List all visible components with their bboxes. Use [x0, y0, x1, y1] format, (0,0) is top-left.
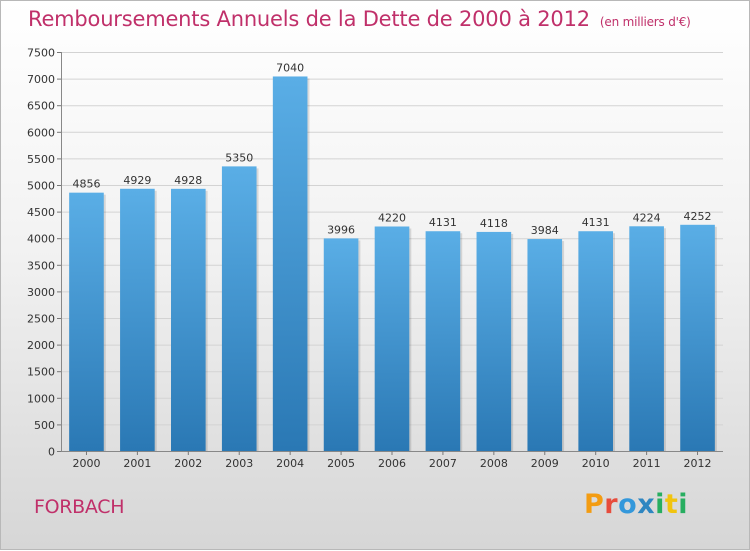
proxiti-logo[interactable]: Proxiti — [584, 489, 688, 520]
city-name: FORBACH — [34, 496, 125, 518]
x-tick-label: 2012 — [684, 457, 712, 470]
x-tick-label: 2006 — [378, 457, 406, 470]
logo-letter: o — [618, 489, 638, 520]
x-tick-label: 2000 — [72, 457, 100, 470]
x-tick-label: 2003 — [225, 457, 253, 470]
y-tick-label: 7000 — [27, 73, 55, 86]
bar-2003 — [221, 166, 257, 451]
y-tick-label: 0 — [48, 446, 55, 459]
bar-2004 — [272, 76, 308, 452]
logo-letter: P — [584, 489, 605, 520]
data-label: 3996 — [327, 223, 355, 236]
data-label: 4929 — [123, 174, 151, 187]
data-label: 3984 — [531, 224, 559, 237]
logo-letter: t — [664, 489, 679, 520]
y-tick-label: 1500 — [27, 366, 55, 379]
y-tick-label: 500 — [34, 419, 55, 432]
chart-title: Remboursements Annuels de la Dette de 20… — [28, 7, 691, 31]
bar-2009 — [527, 239, 563, 451]
y-tick-label: 1000 — [27, 392, 55, 405]
x-tick-label: 2008 — [480, 457, 508, 470]
logo-letter: x — [637, 489, 656, 520]
x-tick-label: 2010 — [582, 457, 610, 470]
y-tick-label: 6000 — [27, 126, 55, 139]
bars — [69, 76, 717, 452]
x-tick-label: 2004 — [276, 457, 304, 470]
y-tick-label: 4000 — [27, 233, 55, 246]
logo-letter: i — [678, 489, 689, 520]
x-tick-label: 2011 — [633, 457, 661, 470]
bar-2008 — [476, 231, 512, 451]
bar-2010 — [578, 231, 614, 451]
y-tick-label: 5500 — [27, 153, 55, 166]
bar-2005 — [323, 238, 359, 451]
bar-2002 — [170, 188, 206, 452]
x-tick-label: 2005 — [327, 457, 355, 470]
data-labels: 4856 4929 4928 5350 7040 3996 4220 4131 4118 3984… — [72, 61, 711, 237]
x-tick-label: 2007 — [429, 457, 457, 470]
logo-letter: r — [604, 489, 619, 520]
data-label: 4928 — [174, 174, 202, 187]
data-label: 4856 — [72, 178, 100, 191]
y-tick-label: 4500 — [27, 206, 55, 219]
x-tick-label: 2002 — [174, 457, 202, 470]
data-label: 4131 — [582, 216, 610, 229]
bar-2011 — [629, 226, 664, 451]
data-label: 4224 — [633, 211, 661, 224]
y-tick-label: 7500 — [27, 47, 55, 60]
data-label: 7040 — [276, 61, 304, 74]
x-tick-label: 2009 — [531, 457, 559, 470]
data-label: 4220 — [378, 211, 406, 224]
bar-2001 — [120, 188, 155, 451]
bar-2007 — [425, 231, 461, 451]
y-tick-label: 3500 — [27, 259, 55, 272]
y-tick-label: 2000 — [27, 339, 55, 352]
x-tick-label: 2001 — [123, 457, 151, 470]
data-label: 4131 — [429, 216, 457, 229]
data-label: 4252 — [684, 210, 712, 223]
y-tick-label: 2500 — [27, 313, 55, 326]
bar-2006 — [374, 226, 410, 451]
data-label: 4118 — [480, 217, 508, 230]
data-label: 5350 — [225, 151, 253, 164]
y-tick-label: 6500 — [27, 100, 55, 113]
logo-letter: i — [655, 489, 665, 520]
chart-title-text: Remboursements Annuels de la Dette de 20… — [28, 7, 590, 31]
y-tick-label: 3000 — [27, 286, 55, 299]
bar-2012 — [680, 224, 715, 451]
chart-unit: (en milliers d'€) — [599, 15, 691, 29]
axes: 0 500 1000 1500 2000 2500 3000 3500 4000 4500 5000… — [27, 47, 723, 470]
bar-2000 — [69, 192, 104, 451]
y-tick-label: 5000 — [27, 180, 55, 193]
